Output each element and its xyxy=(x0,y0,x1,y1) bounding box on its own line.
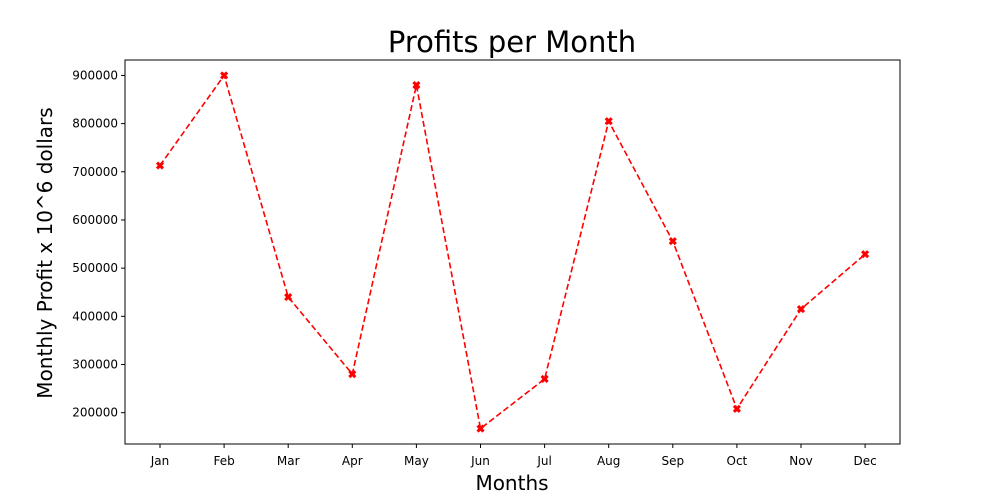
data-point xyxy=(284,292,293,302)
x-tick-label: Jun xyxy=(470,454,490,468)
data-point xyxy=(155,161,165,170)
x-tick-label: Aug xyxy=(597,454,620,468)
data-point xyxy=(348,370,357,379)
y-tick-label: 200000 xyxy=(72,406,118,420)
x-tick-label: Oct xyxy=(727,454,748,468)
plot-frame xyxy=(124,59,901,445)
x-tick-label: Dec xyxy=(853,454,876,468)
x-tick-label: Jan xyxy=(150,454,170,468)
data-point xyxy=(861,250,870,259)
y-tick-label: 500000 xyxy=(72,261,118,275)
x-tick-label: Feb xyxy=(213,454,234,468)
y-tick-label: 400000 xyxy=(72,309,118,323)
x-tick-label: Nov xyxy=(789,454,812,468)
y-axis-label: Monthly Profit x 10^6 dollars xyxy=(33,107,57,398)
data-point xyxy=(604,117,613,126)
y-tick-label: 900000 xyxy=(72,68,118,82)
data-point xyxy=(412,80,421,90)
data-point xyxy=(540,374,549,384)
chart-title: Profits per Month xyxy=(388,25,636,59)
x-axis-label: Months xyxy=(475,471,548,495)
y-tick-label: 300000 xyxy=(72,358,118,372)
series-line xyxy=(159,73,866,431)
x-tick-label: May xyxy=(404,454,429,468)
x-tick-label: Sep xyxy=(661,454,684,468)
data-point xyxy=(476,424,485,433)
data-point xyxy=(732,404,741,413)
y-tick-label: 600000 xyxy=(72,213,118,227)
data-point xyxy=(796,305,806,314)
x-tick-label: Apr xyxy=(342,454,363,468)
plot-area: 200000 300000 400000 500000 600000 700000 8000… xyxy=(72,59,901,468)
x-tick-label: Mar xyxy=(277,454,300,468)
x-tick-label: Jul xyxy=(536,454,551,468)
data-point xyxy=(668,237,677,246)
y-tick-label: 800000 xyxy=(72,117,118,131)
data-point xyxy=(220,71,229,80)
y-tick-label: 700000 xyxy=(72,165,118,179)
